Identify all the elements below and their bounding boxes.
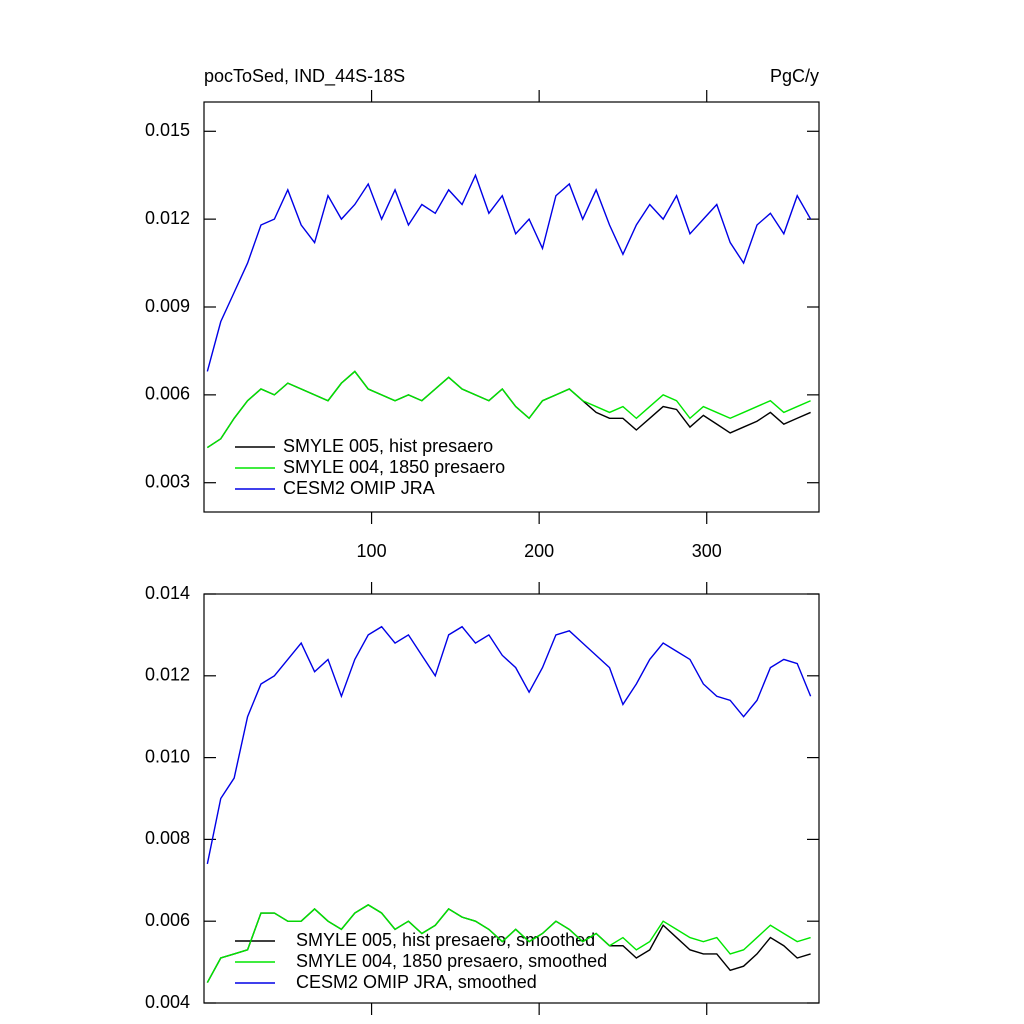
y-tick-label: 0.012 [145, 208, 190, 228]
series-line [206, 904, 811, 983]
legend-label: SMYLE 004, 1850 presaero, smoothed [296, 951, 607, 971]
y-tick-label: 0.006 [145, 384, 190, 404]
plot-frame [203, 593, 820, 1004]
y-tick-label: 0.009 [145, 296, 190, 316]
x-tick-label: 300 [692, 541, 722, 561]
y-tick-label: 0.004 [145, 992, 190, 1012]
y-tick-label: 0.003 [145, 471, 190, 491]
x-tick-label: 200 [524, 541, 554, 561]
y-tick-label: 0.010 [145, 746, 190, 766]
y-tick-label: 0.012 [145, 665, 190, 685]
y-tick-label: 0.008 [145, 828, 190, 848]
units-label: PgC/y [770, 66, 819, 86]
legend-label: SMYLE 005, hist presaero [283, 436, 493, 456]
y-tick-label: 0.014 [145, 583, 190, 603]
series-line [206, 370, 811, 449]
y-tick-label: 0.015 [145, 120, 190, 140]
legend-label: CESM2 OMIP JRA [283, 478, 435, 498]
x-tick-label: 100 [357, 541, 387, 561]
legend-label: CESM2 OMIP JRA, smoothed [296, 972, 537, 992]
y-tick-label: 0.006 [145, 910, 190, 930]
series-line [206, 173, 812, 372]
chart-title: pocToSed, IND_44S-18S [204, 66, 405, 87]
legend-label: SMYLE 004, 1850 presaero [283, 457, 505, 477]
legend-label: SMYLE 005, hist presaero, smoothed [296, 930, 595, 950]
series-line [206, 625, 812, 865]
